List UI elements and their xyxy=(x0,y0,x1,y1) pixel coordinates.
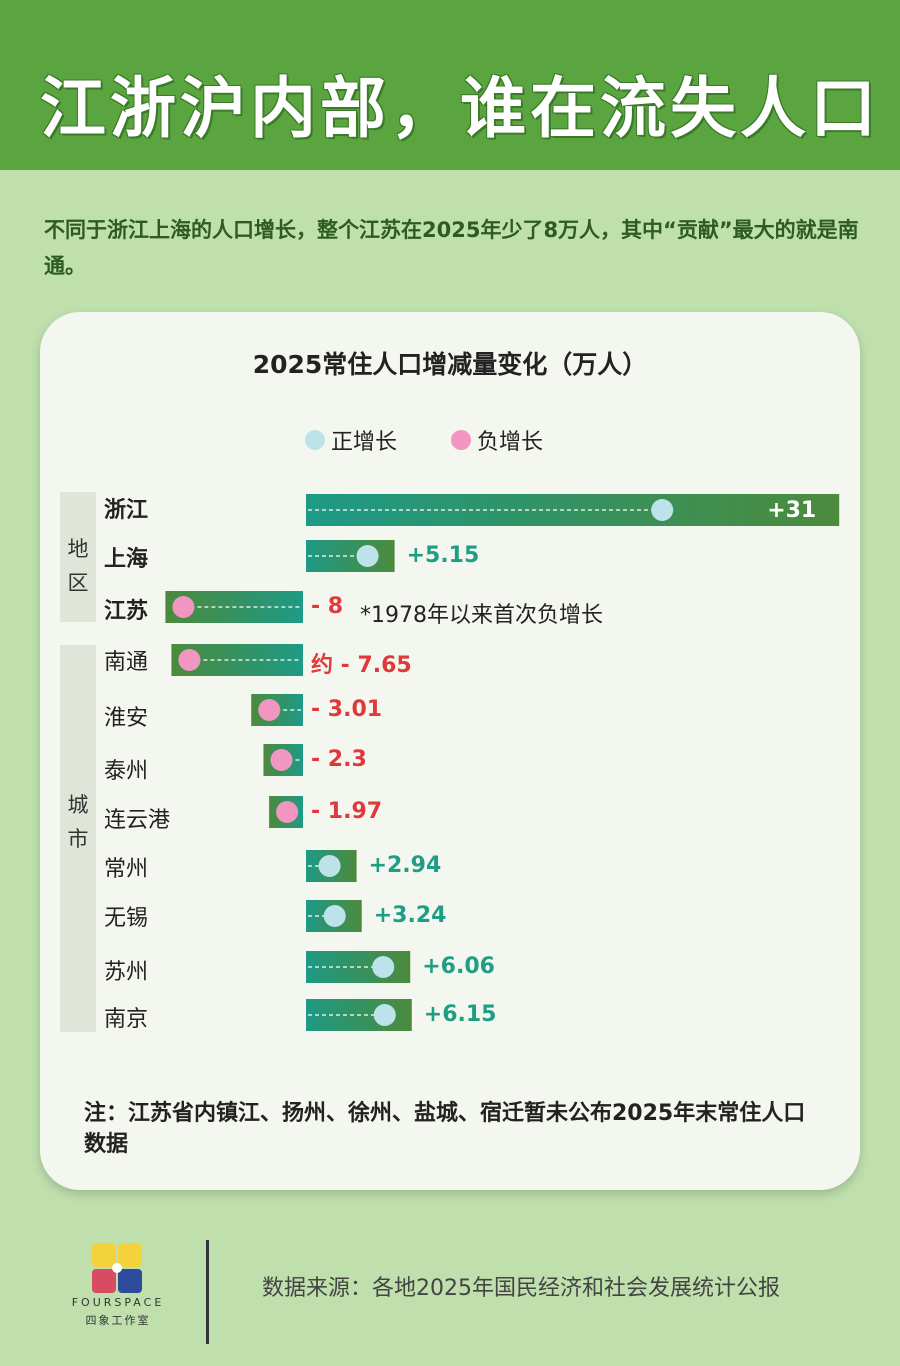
value-label: +31 xyxy=(767,498,817,523)
group-label-city: 城市 xyxy=(67,793,89,851)
group-band-region xyxy=(60,492,96,622)
category-label: 浙江 xyxy=(104,498,149,523)
page-title: 江浙沪内部，谁在流失人口 xyxy=(40,70,880,147)
category-label: 南京 xyxy=(104,1007,149,1032)
chart-note: 注：江苏省内镇江、扬州、徐州、盐城、宿迁暂未公布2025年末常住人口数据 xyxy=(84,1101,806,1157)
value-label: +2.94 xyxy=(368,853,442,878)
category-label: 无锡 xyxy=(104,906,149,931)
jiangsu-annotation: *1978年以来首次负增长 xyxy=(360,603,603,628)
footer-divider xyxy=(206,1240,209,1344)
negative-dot-icon xyxy=(451,430,471,450)
value-label: - 1.97 xyxy=(311,799,383,824)
category-label: 江苏 xyxy=(104,599,149,624)
value-label: 约 - 7.65 xyxy=(311,653,412,678)
value-label: +3.24 xyxy=(373,903,447,928)
value-label: +5.15 xyxy=(406,543,480,568)
category-label: 连云港 xyxy=(104,808,171,833)
category-label: 淮安 xyxy=(104,706,149,731)
group-label-region: 地区 xyxy=(67,537,89,595)
category-label: 上海 xyxy=(104,547,149,572)
category-label: 南通 xyxy=(104,650,149,675)
legend-positive-label: 正增长 xyxy=(331,430,398,455)
data-source: 数据来源：各地2025年国民经济和社会发展统计公报 xyxy=(262,1276,780,1301)
header-banner: 江浙沪内部，谁在流失人口 xyxy=(0,0,900,170)
value-label: - 8 xyxy=(311,594,344,619)
logo-text: FOURSPACE xyxy=(71,1296,165,1309)
value-label: +6.06 xyxy=(422,954,495,979)
value-label: +6.15 xyxy=(423,1002,497,1027)
chart-card xyxy=(40,312,860,1190)
foursquare-logo-icon xyxy=(92,1243,142,1293)
logo-text-cn: 四象工作室 xyxy=(85,1314,151,1327)
legend-negative: 负增长 xyxy=(451,428,543,455)
category-label: 苏州 xyxy=(104,960,149,985)
category-label: 常州 xyxy=(104,857,149,882)
group-band-city xyxy=(60,645,96,1032)
legend-negative-label: 负增长 xyxy=(477,430,544,455)
category-label: 泰州 xyxy=(104,759,149,784)
value-label: - 3.01 xyxy=(311,697,383,722)
value-label: - 2.3 xyxy=(311,747,367,772)
positive-dot-icon xyxy=(305,430,325,450)
chart-title: 2025常住人口增减量变化（万人） xyxy=(252,350,648,379)
legend-positive: 正增长 xyxy=(305,428,397,455)
intro-text: 不同于浙江上海的人口增长，整个江苏在2025年少了8万人，其中“贡献”最大的就是… xyxy=(44,218,859,278)
